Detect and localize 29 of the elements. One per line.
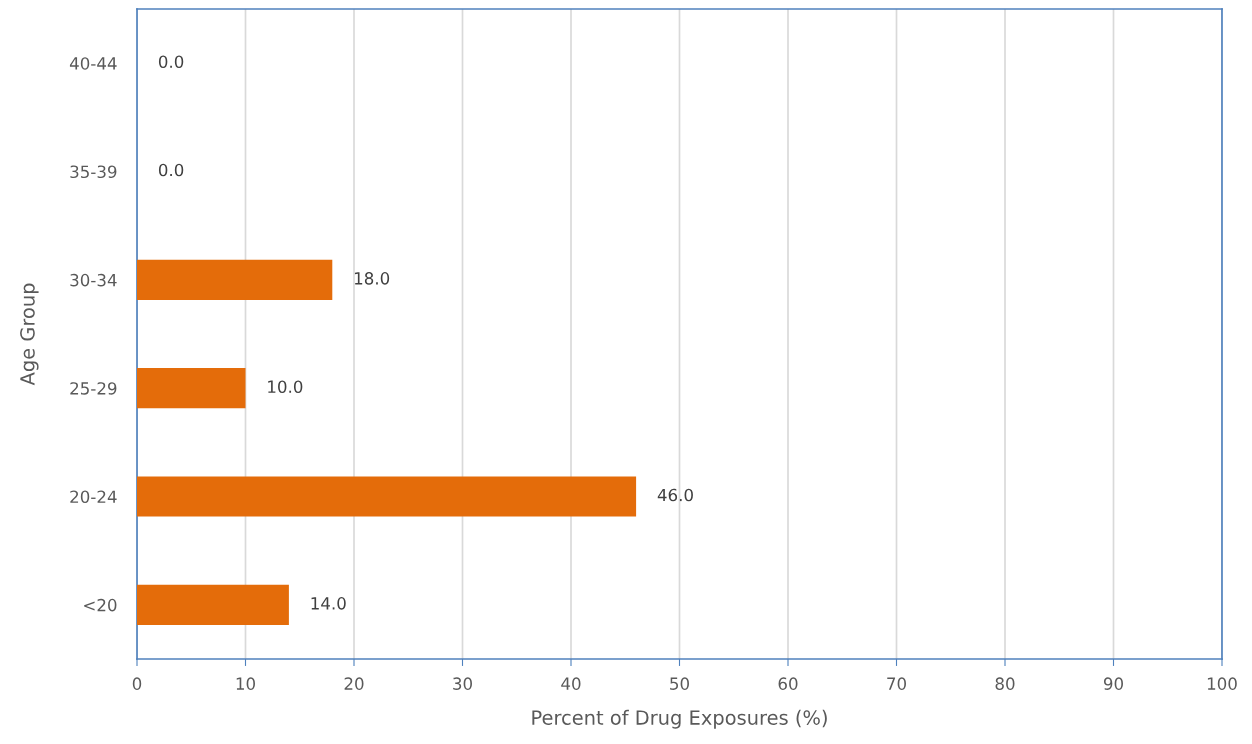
data-label: 18.0 <box>354 272 390 285</box>
x-tick-label: 40 <box>561 677 581 690</box>
x-tick-label: 100 <box>1207 677 1237 690</box>
y-tick-label: 30-34 <box>70 273 117 287</box>
data-label: 0.0 <box>158 163 184 177</box>
x-tick-label: 50 <box>670 677 689 690</box>
y-tick-label: 20-24 <box>70 490 117 504</box>
x-tick-label: 70 <box>887 677 906 690</box>
y-tick-label: <20 <box>84 598 117 612</box>
x-tick-label: 60 <box>778 677 798 690</box>
bar <box>137 259 333 300</box>
x-axis-title: Percent of Drug Exposures (%) <box>532 709 827 729</box>
x-tick-label: 10 <box>236 677 255 690</box>
y-axis-title: Age Group <box>20 283 39 386</box>
x-tick-label: 90 <box>1103 677 1123 690</box>
bar <box>137 584 289 625</box>
data-label: 46.0 <box>657 488 693 502</box>
y-tick-label: 35-39 <box>70 165 117 179</box>
x-tick-label: 30 <box>453 677 472 690</box>
x-tick-label: 0 <box>132 677 142 690</box>
data-label: 10.0 <box>268 380 303 393</box>
x-tick-label: 80 <box>995 677 1015 690</box>
data-label: 0.0 <box>158 55 184 68</box>
y-tick-label: 40-44 <box>69 57 117 70</box>
y-tick-label: 25-29 <box>70 382 117 395</box>
x-tick-label: 20 <box>344 677 364 690</box>
bar <box>137 368 246 409</box>
bar <box>137 476 637 517</box>
data-label: 14.0 <box>311 597 346 610</box>
